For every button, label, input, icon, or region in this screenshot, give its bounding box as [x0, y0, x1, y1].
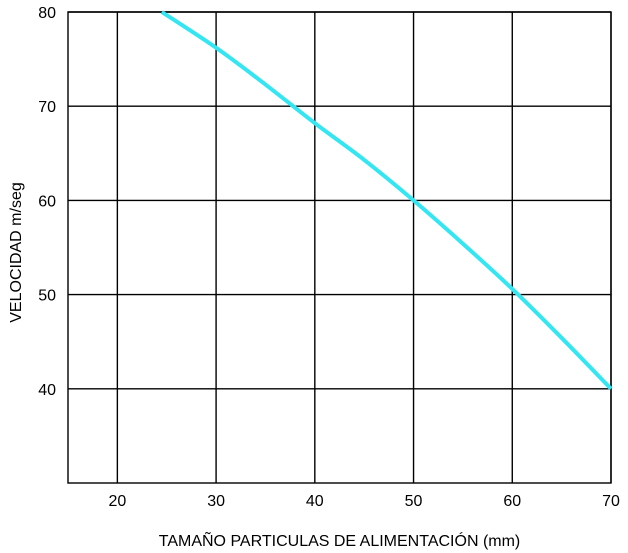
- y-tick-label: 80: [38, 5, 56, 22]
- plot-frame: [67, 11, 612, 484]
- series-line: [160, 10, 613, 391]
- series-layer: [160, 10, 613, 391]
- x-tick-label: 60: [503, 493, 521, 510]
- x-axis-label: TAMAÑO PARTICULAS DE ALIMENTACIÓN (mm): [159, 530, 521, 550]
- y-tick-label: 50: [38, 288, 56, 305]
- y-tick-label: 70: [38, 99, 56, 116]
- x-tick-label: 30: [207, 493, 225, 510]
- y-tick-label: 60: [38, 193, 56, 210]
- y-tick-label: 40: [38, 382, 56, 399]
- x-tick-label: 40: [306, 493, 324, 510]
- grid-lines: [68, 11, 612, 483]
- x-tick-label: 50: [405, 493, 423, 510]
- x-tick-label: 20: [108, 493, 126, 510]
- y-axis-label: VELOCIDAD m/seg: [8, 182, 25, 322]
- y-tick-labels: 40 50 60 70 80: [38, 5, 56, 399]
- x-tick-labels: 20 30 40 50 60 70: [108, 493, 620, 510]
- x-tick-label: 70: [602, 493, 620, 510]
